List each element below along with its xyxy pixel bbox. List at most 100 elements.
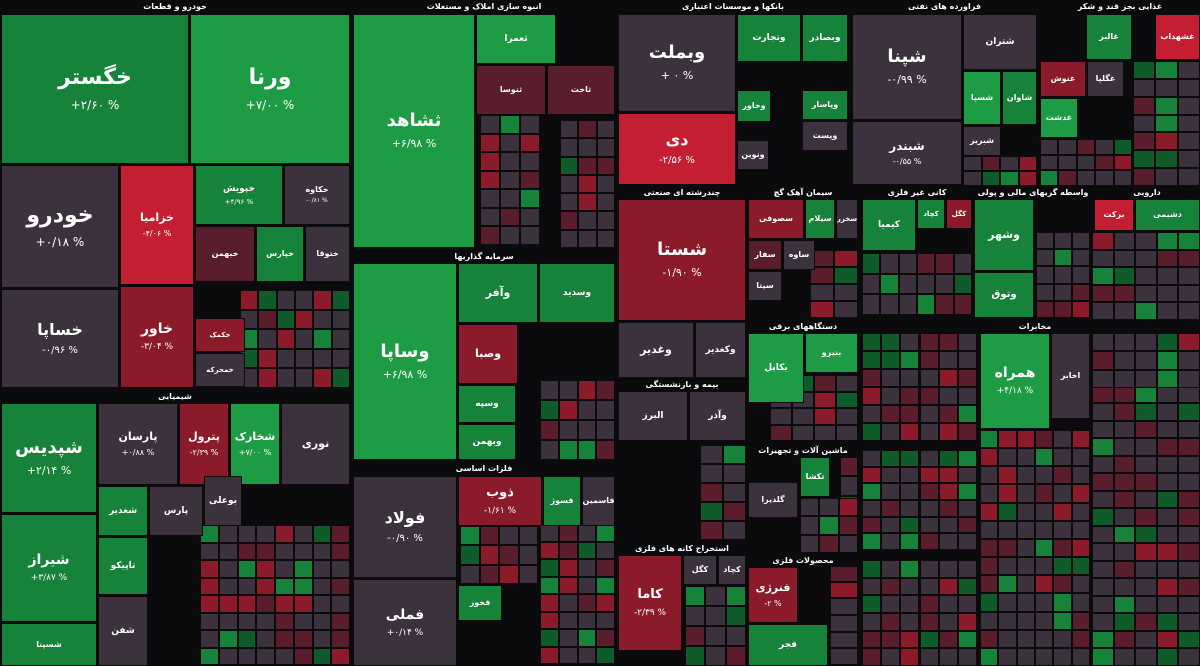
stock-tile[interactable]: همراه +۴/۱۸ % — [980, 333, 1050, 429]
stock-tile[interactable]: وپاسار — [802, 90, 848, 120]
stock-tile[interactable]: شسپنا — [1, 623, 97, 666]
stock-tile[interactable]: وخاور — [737, 90, 771, 122]
stock-tile[interactable]: شاوان — [1002, 71, 1037, 125]
stock-tile[interactable]: فملی +۰/۱۴ % — [353, 579, 457, 666]
filler-tile — [275, 630, 294, 648]
stock-tile[interactable]: خمحرکه — [195, 353, 245, 387]
stock-tile[interactable]: خگستر +۲/۶۰ % — [1, 14, 189, 164]
stock-tile[interactable]: پارس — [149, 486, 203, 536]
filler-tile — [900, 560, 920, 578]
stock-tile[interactable]: غگلپا — [1087, 61, 1124, 97]
stock-tile[interactable]: کچاد — [917, 199, 945, 229]
stock-tile[interactable]: خپویش +۴/۹۶ % — [195, 165, 283, 225]
stock-tile[interactable]: وکغدیر — [695, 322, 746, 378]
stock-symbol: ونوین — [741, 150, 765, 160]
stock-symbol: وسپه — [475, 398, 499, 409]
stock-tile[interactable]: تاپیکو — [98, 537, 148, 595]
stock-tile[interactable]: وبصادر — [802, 14, 848, 62]
stock-tile[interactable]: پارسان +۰/۸۸ % — [98, 403, 178, 485]
stock-tile[interactable]: کگل — [683, 555, 717, 585]
stock-tile[interactable]: بوعلی — [204, 476, 242, 526]
stock-tile[interactable]: شستا -۱/۹۰ % — [618, 199, 746, 321]
stock-tile[interactable]: فنرژی -۲ % — [748, 567, 798, 623]
stock-tile[interactable]: سصوفی — [748, 199, 804, 239]
stock-tile[interactable]: سفار — [748, 240, 782, 270]
stock-tile[interactable]: فاسمین — [582, 476, 615, 526]
filler-tile — [480, 189, 500, 208]
stock-tile[interactable]: وغدیر — [618, 322, 694, 378]
stock-tile[interactable]: ثشاهد +۶/۹۸ % — [353, 14, 475, 248]
stock-tile[interactable]: وتجارت — [737, 14, 801, 62]
stock-tile[interactable]: وآفر — [458, 263, 538, 323]
stock-tile[interactable]: فخوز — [458, 585, 502, 621]
stock-tile[interactable]: فجر — [748, 624, 828, 666]
stock-tile[interactable]: خکمک — [195, 318, 245, 352]
stock-symbol: بنیرو — [821, 348, 842, 358]
stock-tile[interactable]: شفن — [98, 596, 148, 666]
stock-tile[interactable]: دی -۲/۵۶ % — [618, 113, 736, 185]
stock-tile[interactable]: غالبر — [1086, 14, 1132, 60]
stock-tile[interactable]: غدشت — [1040, 98, 1078, 138]
stock-tile[interactable]: خزامیا -۴/۰۶ % — [120, 165, 194, 285]
stock-tile[interactable]: البرز — [618, 391, 688, 441]
stock-tile[interactable]: ختوقا — [305, 226, 350, 282]
stock-tile[interactable]: شبریز — [963, 126, 1001, 156]
stock-tile[interactable]: وصبا — [458, 324, 518, 384]
stock-tile[interactable]: ورنا +۷/۰۰ % — [190, 14, 350, 164]
stock-tile[interactable]: دشیمی — [1135, 199, 1200, 231]
stock-tile[interactable]: ثعمرا — [476, 14, 556, 64]
stock-tile[interactable]: خبهمن — [195, 226, 255, 282]
stock-tile[interactable]: ذوب -۱/۶۱ % — [458, 476, 542, 526]
stock-tile[interactable]: وساپا +۶/۹۸ % — [353, 263, 457, 460]
stock-tile[interactable]: خساپا -۰/۹۶ % — [1, 289, 119, 388]
stock-tile[interactable]: ثنوسا — [476, 65, 546, 115]
stock-tile[interactable]: ساوه — [783, 240, 815, 270]
stock-tile[interactable]: ونوین — [737, 140, 769, 170]
stock-tile[interactable]: خاور -۳/۰۴ % — [120, 286, 194, 388]
stock-tile[interactable]: وبملت + ۰ % — [618, 14, 736, 112]
stock-tile[interactable]: شتران — [963, 14, 1037, 70]
stock-tile[interactable]: وآذر — [689, 391, 746, 441]
stock-tile[interactable]: خپارس — [256, 226, 304, 282]
stock-tile[interactable]: وسدید — [539, 263, 615, 323]
stock-tile[interactable]: وپست — [802, 121, 848, 151]
filler-tile — [1092, 525, 1114, 544]
stock-tile[interactable]: بنیرو — [805, 333, 858, 373]
stock-tile[interactable]: سخزر — [836, 199, 858, 239]
stock-tile[interactable]: وسپه — [458, 385, 516, 423]
stock-tile[interactable]: کگل — [946, 199, 972, 229]
stock-tile[interactable]: فولاد -۰/۹۰ % — [353, 476, 457, 578]
stock-tile[interactable]: شخارک +۷/۰۰ % — [230, 403, 280, 485]
stock-tile[interactable]: وبهمن — [458, 424, 516, 460]
stock-tile[interactable]: غنوش — [1040, 61, 1086, 97]
stock-tile[interactable]: کیمیا — [862, 199, 916, 251]
stock-tile[interactable]: نوری — [281, 403, 350, 485]
stock-tile[interactable]: شغدیر — [98, 486, 148, 536]
stock-tile[interactable]: کاما -۲/۳۹ % — [618, 555, 682, 651]
stock-tile[interactable]: برکت — [1094, 199, 1134, 231]
stock-tile[interactable]: شبندر -۰/۵۵ % — [852, 121, 962, 185]
filler-tile — [1095, 139, 1114, 155]
stock-tile[interactable]: وشهر — [974, 199, 1034, 271]
stock-tile[interactable]: شپدیس +۲/۱۴ % — [1, 403, 97, 513]
stock-tile[interactable]: تکشا — [800, 457, 830, 497]
filler-tile — [1092, 578, 1114, 596]
stock-tile[interactable]: وتوق — [974, 272, 1034, 318]
stock-tile[interactable]: شیراز +۳/۸۷ % — [1, 514, 97, 622]
stock-tile[interactable]: اخابر — [1051, 333, 1090, 419]
stock-tile[interactable]: سیتا — [748, 271, 782, 301]
stock-tile[interactable]: پترول -۲/۳۹ % — [179, 403, 229, 485]
sector-title: انبوه سازی املاک و مستغلات — [353, 0, 615, 13]
stock-tile[interactable]: گلدیرا — [748, 482, 798, 518]
stock-tile[interactable]: خودرو +۰/۱۸ % — [1, 165, 119, 288]
sector-title: کانی غیر فلزی — [862, 186, 972, 199]
stock-tile[interactable]: غشهداب — [1155, 14, 1200, 60]
stock-tile[interactable]: سیلام — [805, 199, 835, 239]
stock-tile[interactable]: خکاوه -۰/۸۱ % — [284, 165, 350, 225]
stock-tile[interactable]: کچاد — [718, 555, 746, 585]
stock-tile[interactable]: شپنا -۰/۹۹ % — [852, 14, 962, 120]
stock-tile[interactable]: فسوژ — [543, 476, 581, 526]
stock-tile[interactable]: شسپا — [963, 71, 1001, 125]
stock-tile[interactable]: ثاخت — [547, 65, 615, 115]
stock-tile[interactable]: بکابل — [748, 333, 804, 403]
